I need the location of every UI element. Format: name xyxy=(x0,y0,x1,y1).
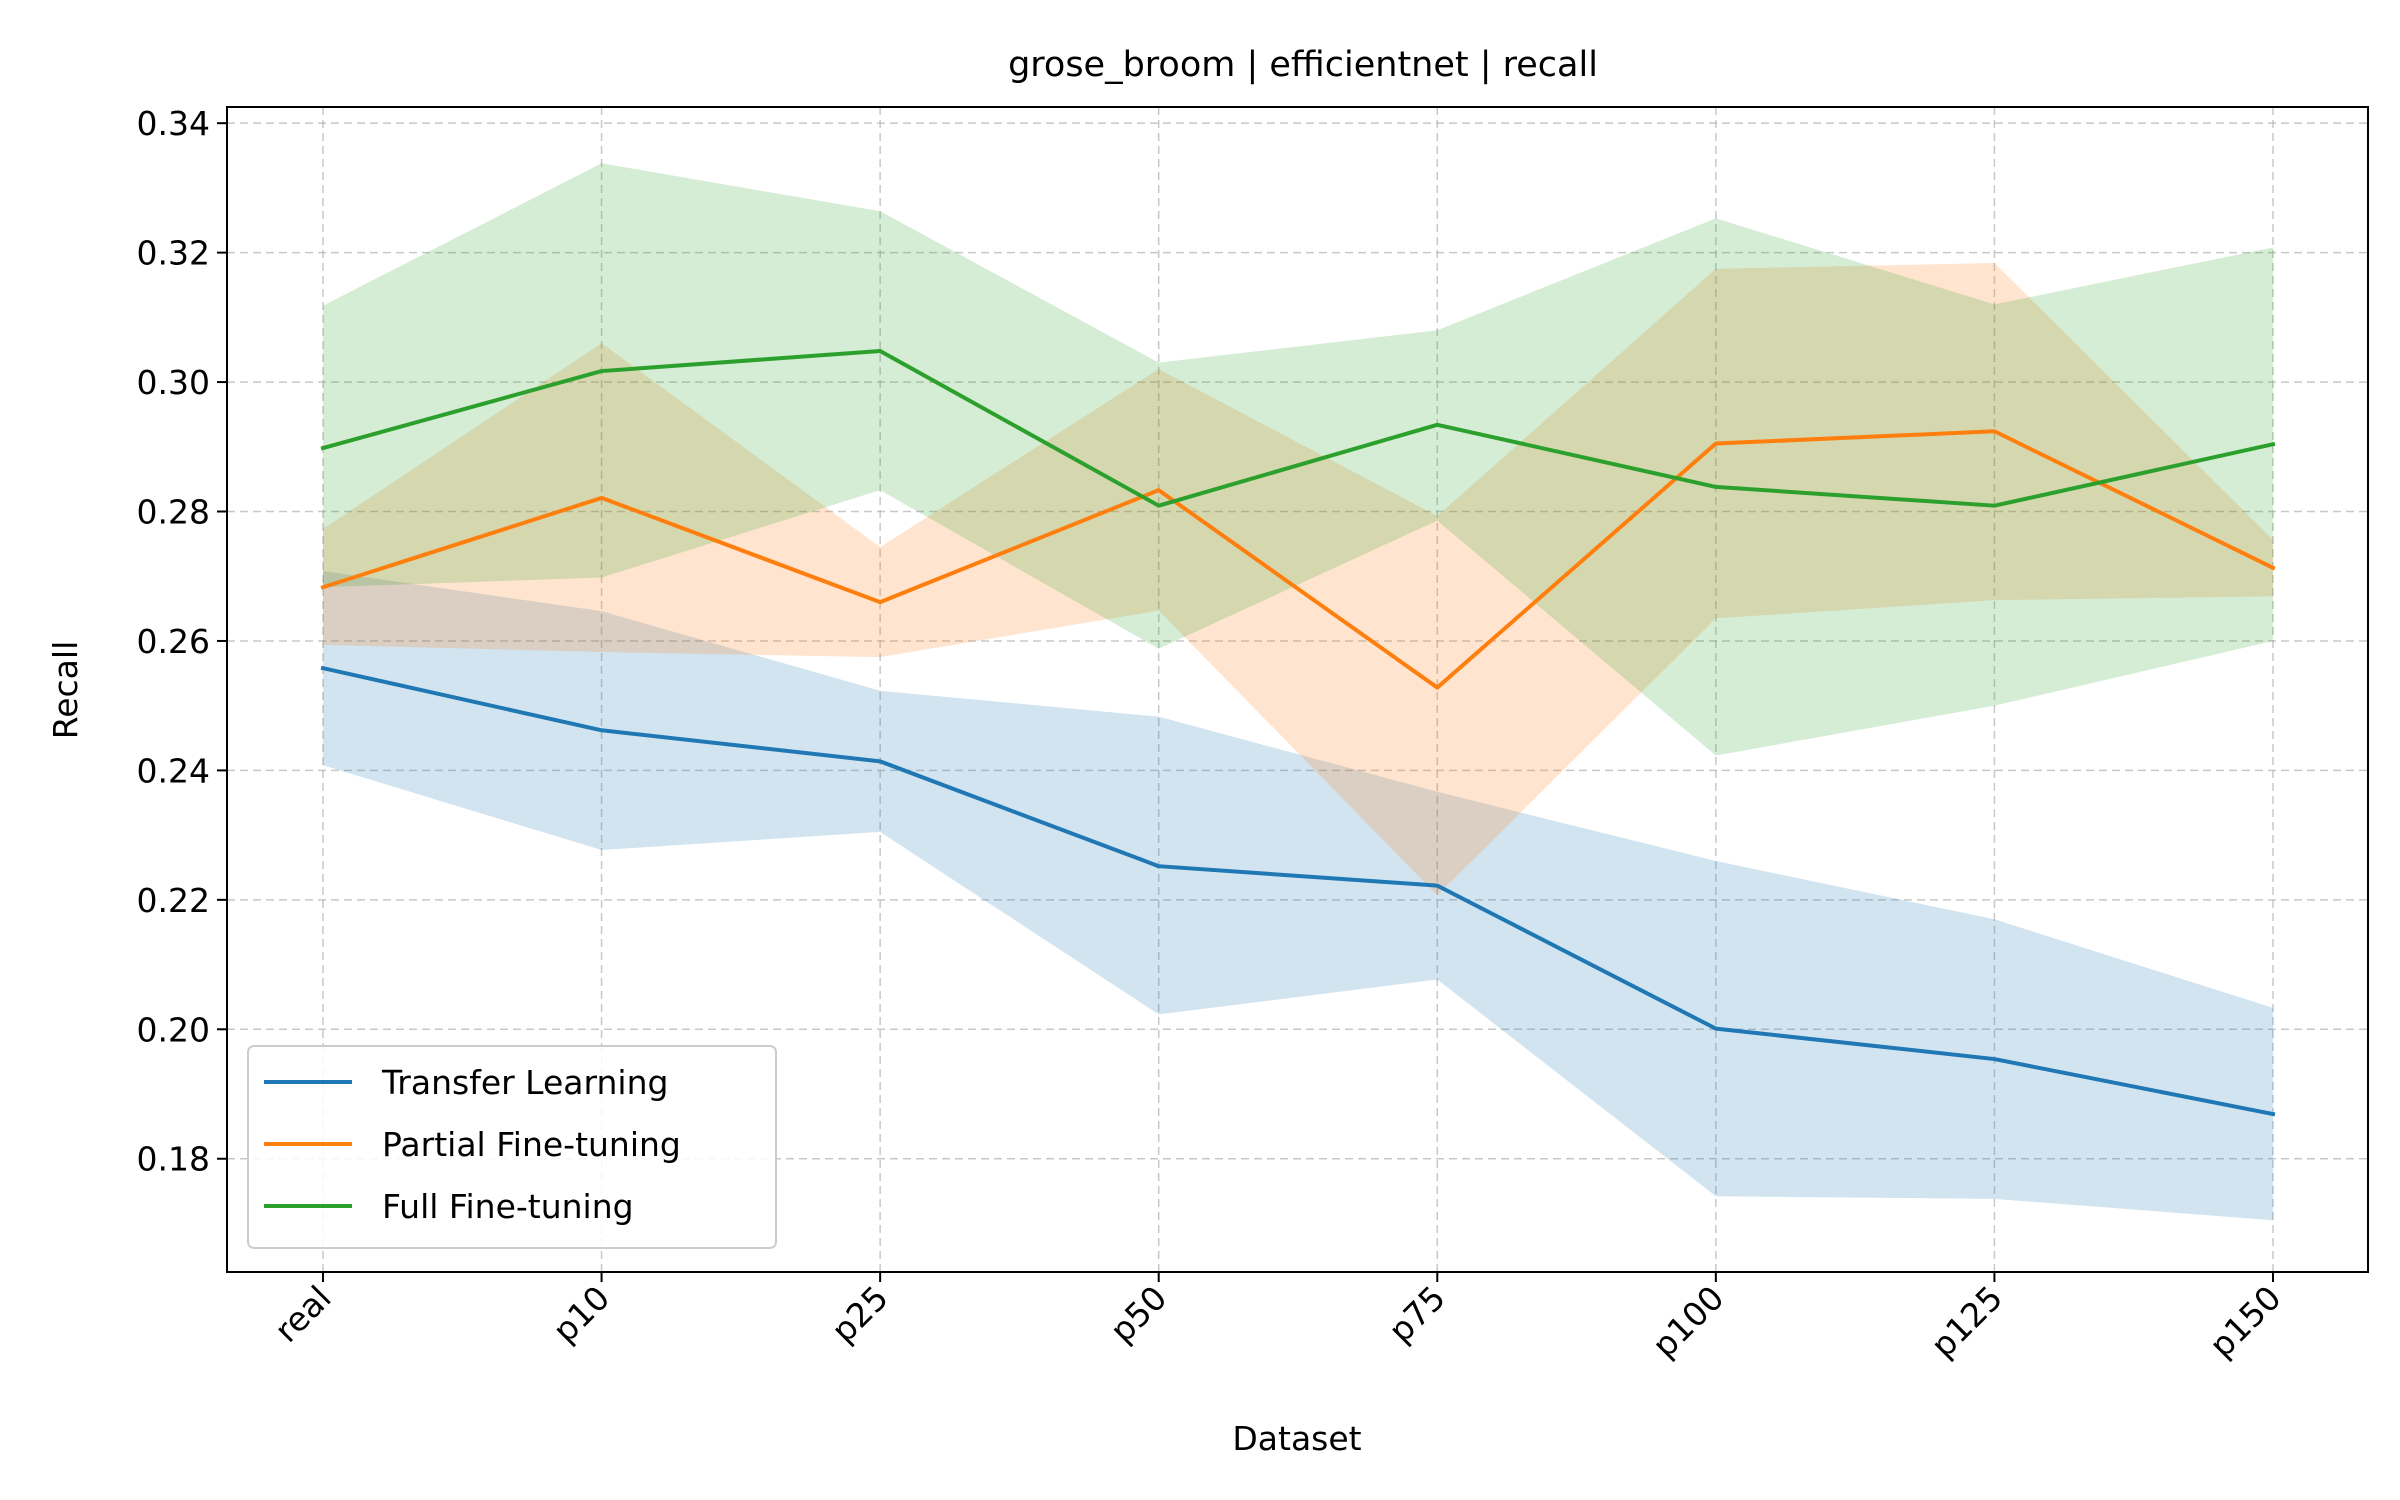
y-tick-label: 0.22 xyxy=(137,881,210,920)
series-lines xyxy=(320,349,2276,1117)
legend-label: Full Fine-tuning xyxy=(382,1187,634,1226)
chart-title: grose_broom | efficientnet | recall xyxy=(1008,45,1598,85)
y-tick-label: 0.28 xyxy=(137,493,210,532)
legend-label: Partial Fine-tuning xyxy=(382,1125,681,1164)
y-tick-label: 0.30 xyxy=(137,363,210,402)
plot-frame xyxy=(226,106,2369,1273)
y-tick-label: 0.18 xyxy=(137,1140,210,1179)
y-axis: 0.18 0.20 0.22 0.24 0.26 0.28 0.30 0.32 0.34 xyxy=(137,104,227,1179)
legend-box xyxy=(247,1045,777,1249)
legend: Transfer Learning Partial Fine-tuning Full… xyxy=(247,1045,777,1249)
band-transfer-learning xyxy=(323,571,2273,1221)
band-partial-fine-tuning xyxy=(323,262,2273,896)
x-axis-label: Dataset xyxy=(1232,1419,1361,1458)
y-tick-label: 0.26 xyxy=(137,622,210,661)
band-full-fine-tuning xyxy=(323,163,2273,756)
y-tick-label: 0.24 xyxy=(137,751,210,790)
y-tick-label: 0.32 xyxy=(137,234,210,273)
confidence-bands xyxy=(323,163,2273,1221)
line-full-fine-tuning xyxy=(320,349,2276,508)
line-partial-fine-tuning xyxy=(320,429,2276,690)
y-axis-label: Recall xyxy=(46,641,85,739)
y-tick-label: 0.20 xyxy=(137,1010,210,1049)
y-tick-label: 0.34 xyxy=(137,104,210,143)
line-transfer-learning xyxy=(320,665,2276,1117)
legend-label: Transfer Learning xyxy=(381,1063,668,1102)
